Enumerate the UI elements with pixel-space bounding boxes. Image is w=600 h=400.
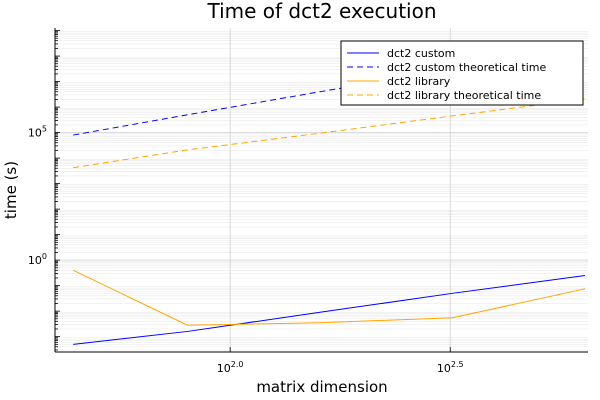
legend-box: [340, 40, 584, 106]
y-tick-label: 100: [28, 252, 47, 267]
x-tick-label: 102.0: [217, 360, 244, 375]
legend-label-2: dct2 custom theoretical time: [387, 61, 546, 74]
series-line-1: [73, 274, 586, 345]
plot-lines: [73, 45, 586, 345]
tick-labels: 100 105 102.0 102.5: [28, 125, 464, 375]
y-minor-grid: [55, 31, 588, 351]
series-line-2: [73, 45, 586, 136]
y-axis-label: time (s): [2, 161, 20, 219]
legend-label-4: dct2 library theoretical time: [387, 89, 541, 102]
y-tick-label: 105: [28, 125, 47, 140]
axes: [54, 28, 588, 353]
x-axis-label: matrix dimension: [256, 378, 387, 396]
legend-label-1: dct2 custom: [387, 47, 455, 60]
chart-title: Time of dct2 execution: [206, 0, 436, 23]
legend-label-3: dct2 library: [387, 75, 451, 88]
x-tick-label: 102.5: [437, 360, 464, 375]
series-line-3: [73, 269, 586, 326]
